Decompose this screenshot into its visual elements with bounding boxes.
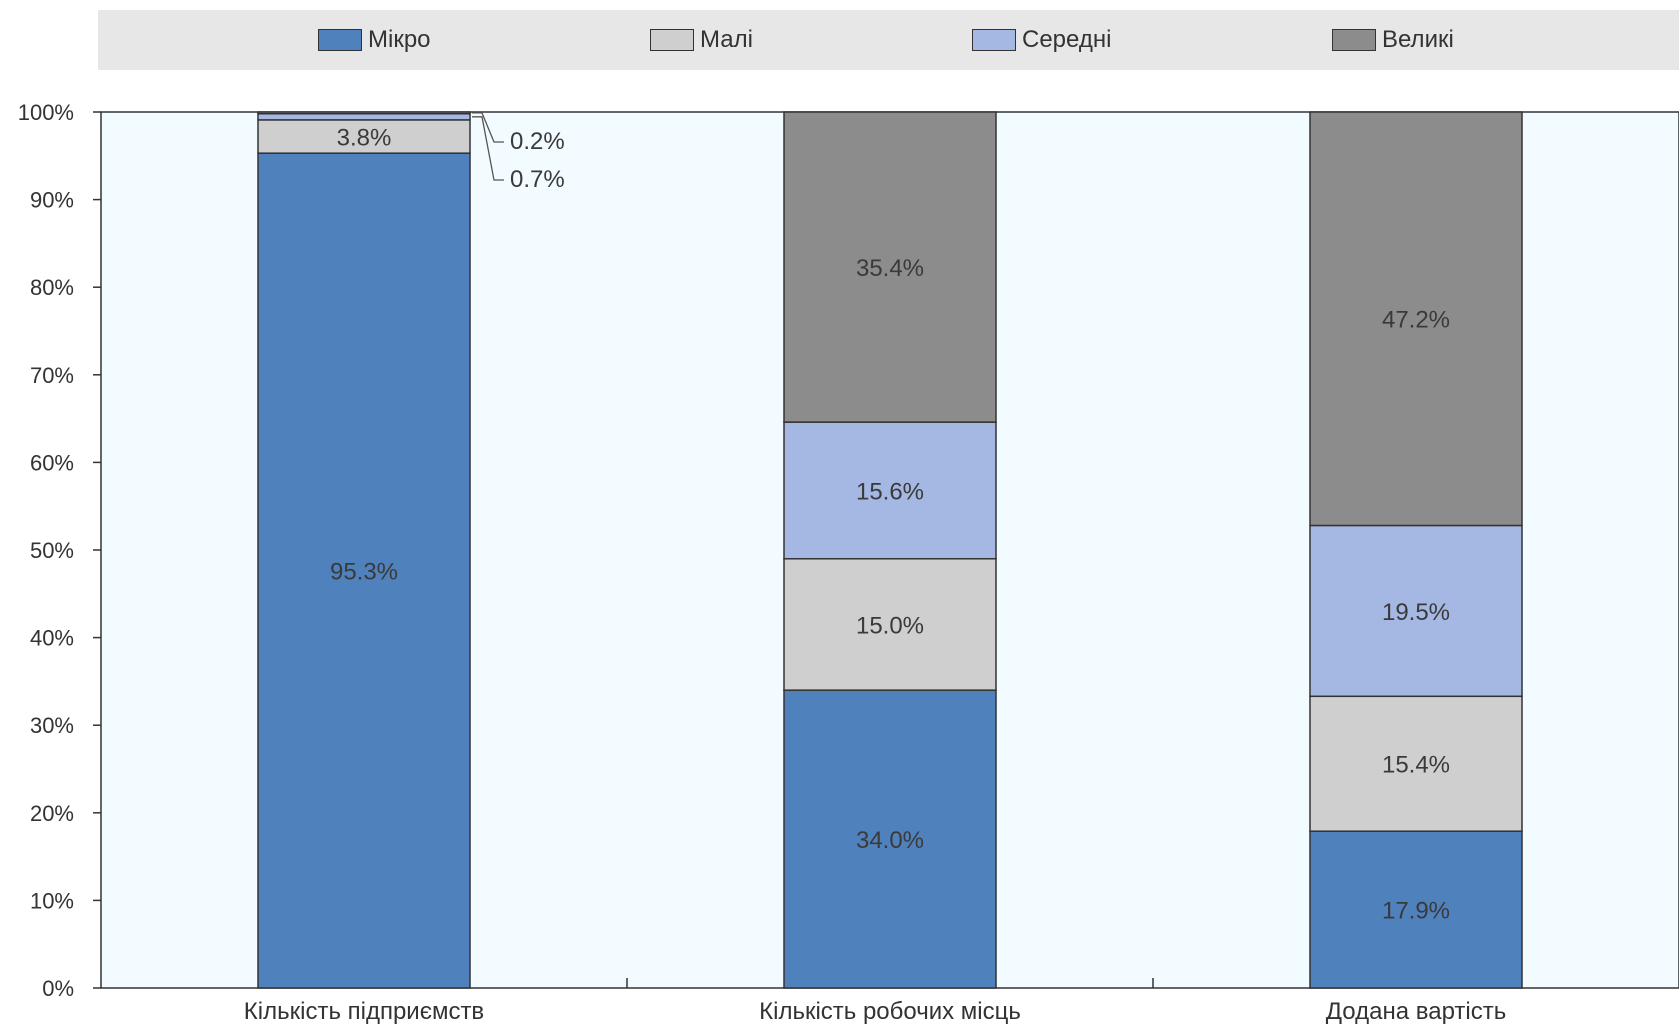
data-label: 15.0%: [856, 612, 924, 639]
y-tick-label: 0%: [42, 976, 74, 1001]
data-label: 35.4%: [856, 255, 924, 282]
x-category-label: Додана вартість: [1326, 998, 1506, 1025]
y-tick-label: 20%: [30, 801, 74, 826]
bar-segment-великі: [783, 111, 997, 423]
y-tick-label: 50%: [30, 538, 74, 563]
x-category-label: Кількість підприємств: [244, 998, 484, 1025]
legend-item: Великі: [1332, 25, 1454, 55]
bar-segment-великі: [257, 111, 471, 115]
y-tick-label: 70%: [30, 363, 74, 388]
data-label: 47.2%: [1382, 307, 1450, 334]
data-label: 17.9%: [1382, 898, 1450, 925]
bar-segment-малі: [1309, 695, 1523, 832]
data-label: 3.8%: [337, 125, 392, 152]
legend-swatch: [972, 29, 1016, 51]
y-tick-label: 90%: [30, 188, 74, 213]
bar-segment-мікро: [783, 689, 997, 989]
y-tick-label: 60%: [30, 450, 74, 475]
data-label: 95.3%: [330, 559, 398, 586]
bar-segment-середні: [1309, 524, 1523, 698]
bar-segment-малі: [783, 558, 997, 691]
bar-segment-мікро: [257, 152, 471, 989]
bar-segment-мікро: [1309, 830, 1523, 989]
y-tick-label: 100%: [18, 100, 74, 125]
legend-swatch: [1332, 29, 1376, 51]
bar-segment-середні: [257, 113, 471, 121]
data-label: 34.0%: [856, 827, 924, 854]
leader-line: [472, 116, 504, 181]
data-label: 19.5%: [1382, 599, 1450, 626]
data-label: 15.6%: [856, 478, 924, 505]
y-tick-label: 80%: [30, 275, 74, 300]
chart-legend: Мікро Малі Середні Великі: [98, 10, 1679, 70]
legend-swatch: [318, 29, 362, 51]
y-tick-label: 10%: [30, 888, 74, 913]
legend-label: Середні: [1022, 26, 1112, 53]
legend-swatch: [650, 29, 694, 51]
legend-item: Мікро: [318, 25, 431, 55]
y-tick-label: 40%: [30, 626, 74, 651]
legend-item: Середні: [972, 25, 1111, 55]
legend-label: Малі: [700, 26, 753, 53]
bar-segment-великі: [1309, 111, 1523, 527]
y-tick-label: 30%: [30, 713, 74, 738]
data-label: 15.4%: [1382, 752, 1450, 779]
legend-label: Мікро: [368, 26, 431, 53]
bar-segment-середні: [783, 421, 997, 560]
leader-line: [472, 112, 504, 143]
data-label: 0.2%: [510, 128, 565, 155]
data-label: 0.7%: [510, 166, 565, 193]
legend-label: Великі: [1382, 26, 1454, 53]
x-category-label: Кількість робочих місць: [759, 998, 1021, 1025]
legend-item: Малі: [650, 25, 753, 55]
